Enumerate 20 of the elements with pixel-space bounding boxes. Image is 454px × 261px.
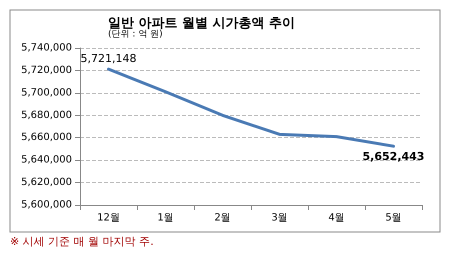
y-tick-label: 5,700,000 (21, 87, 72, 98)
x-tick-label: 4월 (328, 212, 345, 224)
x-tick-label: 1월 (157, 212, 174, 224)
x-tick-label: 5월 (385, 212, 402, 224)
y-tick-label: 5,620,000 (21, 177, 72, 188)
y-tick-label: 5,680,000 (21, 110, 72, 121)
chart-title: 일반 아파트 월별 시가총액 추이 (108, 16, 296, 31)
y-tick-label: 5,640,000 (21, 154, 72, 166)
data-label: 5,652,443 (362, 150, 424, 164)
x-tick-label: 2월 (214, 212, 231, 224)
y-tick-label: 5,740,000 (21, 42, 72, 54)
x-tick-label: 3월 (271, 212, 288, 224)
y-tick-label: 5,660,000 (21, 132, 72, 144)
line-series (107, 68, 395, 148)
y-tick-label: 5,720,000 (21, 64, 72, 76)
data-label: 5,721,148 (80, 52, 136, 66)
x-tick-label: 12월 (97, 212, 120, 224)
text: ※ 시세 기준 매 월 마지막 주. (10, 235, 154, 248)
y-tick-label: 5,600,000 (21, 200, 72, 210)
chart-subtitle: (단위 : 억 원) (108, 30, 163, 40)
